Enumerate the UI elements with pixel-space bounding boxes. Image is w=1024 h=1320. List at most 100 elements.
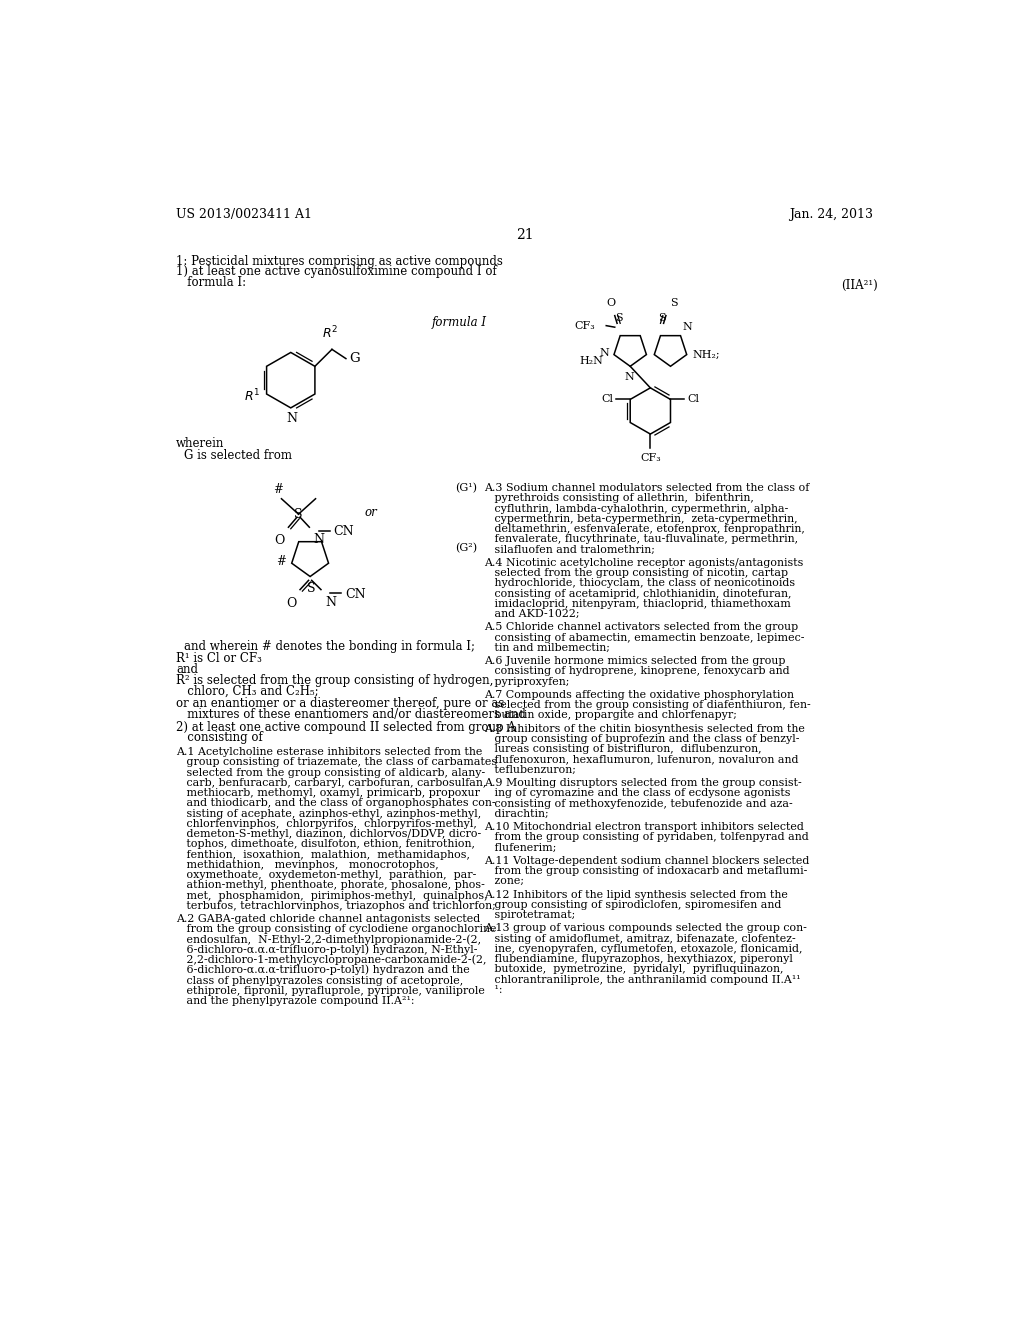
Text: carb, benfuracarb, carbaryl, carbofuran, carbosulfan,: carb, benfuracarb, carbaryl, carbofuran,…: [176, 777, 486, 788]
Text: chlorfenvinphos,  chlorpyrifos,  chlorpyrifos-methyl,: chlorfenvinphos, chlorpyrifos, chlorpyri…: [176, 818, 477, 829]
Text: and the phenylpyrazole compound II.A²¹:: and the phenylpyrazole compound II.A²¹:: [176, 997, 415, 1006]
Text: selected from the group consisting of nicotin, cartap: selected from the group consisting of ni…: [484, 568, 788, 578]
Text: CF₃: CF₃: [640, 453, 660, 463]
Text: A.5 Chloride channel activators selected from the group: A.5 Chloride channel activators selected…: [484, 622, 799, 632]
Text: Cl: Cl: [601, 395, 613, 404]
Text: S: S: [306, 582, 315, 595]
Text: consisting of acetamiprid, chlothianidin, dinotefuran,: consisting of acetamiprid, chlothianidin…: [484, 589, 792, 598]
Text: imidacloprid, nitenpyram, thiacloprid, thiamethoxam: imidacloprid, nitenpyram, thiacloprid, t…: [484, 599, 792, 609]
Text: A.9 Moulting disruptors selected from the group consist-: A.9 Moulting disruptors selected from th…: [484, 777, 802, 788]
Text: ¹:: ¹:: [484, 985, 503, 995]
Text: fenthion,  isoxathion,  malathion,  methamidaphos,: fenthion, isoxathion, malathion, methami…: [176, 850, 470, 859]
Text: 1) at least one active cyanosulfoximine compound I of: 1) at least one active cyanosulfoximine …: [176, 265, 497, 279]
Text: O: O: [287, 597, 297, 610]
Text: teflubenzuron;: teflubenzuron;: [484, 764, 577, 775]
Text: A.7 Compounds affecting the oxidative phosphorylation: A.7 Compounds affecting the oxidative ph…: [484, 690, 795, 700]
Text: selected from the group consisting of diafenthiuron, fen-: selected from the group consisting of di…: [484, 700, 811, 710]
Text: terbufos, tetrachlorvinphos, triazophos and trichlorfon;: terbufos, tetrachlorvinphos, triazophos …: [176, 900, 496, 911]
Text: group consisting of buprofezin and the class of benzyl-: group consisting of buprofezin and the c…: [484, 734, 800, 744]
Text: consisting of methoxyfenozide, tebufenozide and aza-: consisting of methoxyfenozide, tebufenoz…: [484, 799, 794, 809]
Text: flufenerim;: flufenerim;: [484, 842, 557, 853]
Text: Cl: Cl: [687, 395, 699, 404]
Text: chlorantraniliprole, the anthranilamid compound II.A¹¹: chlorantraniliprole, the anthranilamid c…: [484, 974, 801, 985]
Text: R¹ is Cl or CF₃: R¹ is Cl or CF₃: [176, 652, 262, 665]
Text: H₂N: H₂N: [580, 356, 603, 366]
Text: and AKD-1022;: and AKD-1022;: [484, 609, 580, 619]
Text: A.4 Nicotinic acetylcholine receptor agonists/antagonists: A.4 Nicotinic acetylcholine receptor ago…: [484, 558, 804, 568]
Text: S: S: [294, 508, 303, 520]
Text: A.6 Juvenile hormone mimics selected from the group: A.6 Juvenile hormone mimics selected fro…: [484, 656, 785, 667]
Text: 2,2-dichloro-1-methylcyclopropane-carboxamide-2-(2,: 2,2-dichloro-1-methylcyclopropane-carbox…: [176, 954, 486, 965]
Text: (IIA²¹): (IIA²¹): [842, 280, 879, 292]
Text: tin and milbemectin;: tin and milbemectin;: [484, 643, 610, 653]
Text: chloro, CH₃ and C₂H₅;: chloro, CH₃ and C₂H₅;: [176, 685, 318, 698]
Text: sisting of acephate, azinphos-ethyl, azinphos-methyl,: sisting of acephate, azinphos-ethyl, azi…: [176, 809, 481, 818]
Text: hydrochloride, thiocyclam, the class of neonicotinoids: hydrochloride, thiocyclam, the class of …: [484, 578, 796, 589]
Text: Jan. 24, 2013: Jan. 24, 2013: [790, 209, 873, 222]
Text: N: N: [682, 322, 692, 331]
Text: zone;: zone;: [484, 876, 524, 886]
Text: from the group consisting of pyridaben, tolfenpyrad and: from the group consisting of pyridaben, …: [484, 833, 809, 842]
Text: G is selected from: G is selected from: [183, 449, 292, 462]
Text: CN: CN: [345, 587, 366, 601]
Text: or: or: [365, 507, 377, 520]
Text: A.11 Voltage-dependent sodium channel blockers selected: A.11 Voltage-dependent sodium channel bl…: [484, 855, 810, 866]
Text: demeton-S-methyl, diazinon, dichlorvos/DDVP, dicro-: demeton-S-methyl, diazinon, dichlorvos/D…: [176, 829, 481, 840]
Text: athion-methyl, phenthoate, phorate, phosalone, phos-: athion-methyl, phenthoate, phorate, phos…: [176, 880, 485, 890]
Text: ing of cyromazine and the class of ecdysone agonists: ing of cyromazine and the class of ecdys…: [484, 788, 791, 799]
Text: group consisting of spirodiclofen, spiromesifen and: group consisting of spirodiclofen, spiro…: [484, 900, 782, 909]
Text: 21: 21: [516, 228, 534, 243]
Text: endosulfan,  N-Ethyl-2,2-dimethylpropionamide-2-(2,: endosulfan, N-Ethyl-2,2-dimethylpropiona…: [176, 935, 481, 945]
Text: A.2 GABA-gated chloride channel antagonists selected: A.2 GABA-gated chloride channel antagoni…: [176, 913, 480, 924]
Text: and wherein # denotes the bonding in formula I;: and wherein # denotes the bonding in for…: [183, 640, 475, 652]
Text: and: and: [176, 663, 198, 676]
Text: wherein: wherein: [176, 437, 224, 450]
Text: S: S: [658, 313, 666, 323]
Text: A.8 Inhibitors of the chitin biosynthesis selected from the: A.8 Inhibitors of the chitin biosynthesi…: [484, 723, 805, 734]
Text: $R^1$: $R^1$: [244, 387, 260, 404]
Text: silafluofen and tralomethrin;: silafluofen and tralomethrin;: [484, 544, 655, 554]
Text: mixtures of these enantiomers and/or diastereomers and: mixtures of these enantiomers and/or dia…: [176, 709, 526, 721]
Text: consisting of: consisting of: [176, 731, 263, 744]
Text: A.12 Inhibitors of the lipid synthesis selected from the: A.12 Inhibitors of the lipid synthesis s…: [484, 890, 788, 900]
Text: flufenoxuron, hexaflumuron, lufenuron, novaluron and: flufenoxuron, hexaflumuron, lufenuron, n…: [484, 755, 799, 764]
Text: A.13 group of various compounds selected the group con-: A.13 group of various compounds selected…: [484, 924, 807, 933]
Text: spirotetramat;: spirotetramat;: [484, 911, 575, 920]
Text: N: N: [286, 412, 297, 425]
Text: sisting of amidoflumet, amitraz, bifenazate, clofentez-: sisting of amidoflumet, amitraz, bifenaz…: [484, 933, 797, 944]
Text: CF₃: CF₃: [574, 321, 595, 330]
Text: A.3 Sodium channel modulators selected from the class of: A.3 Sodium channel modulators selected f…: [484, 483, 810, 494]
Text: cypermethrin, beta-cypermethrin,  zeta-cypermethrin,: cypermethrin, beta-cypermethrin, zeta-cy…: [484, 513, 798, 524]
Text: from the group consisting of indoxacarb and metaflumi-: from the group consisting of indoxacarb …: [484, 866, 808, 876]
Text: $R^2$: $R^2$: [323, 325, 339, 342]
Text: N: N: [313, 533, 325, 546]
Text: deltamethrin, esfenvalerate, etofenprox, fenpropathrin,: deltamethrin, esfenvalerate, etofenprox,…: [484, 524, 805, 535]
Text: N: N: [625, 372, 634, 381]
Text: #: #: [275, 556, 286, 568]
Text: pyriproxyfen;: pyriproxyfen;: [484, 677, 570, 686]
Text: or an enantiomer or a diastereomer thereof, pure or as: or an enantiomer or a diastereomer there…: [176, 697, 505, 710]
Text: formula I:: formula I:: [176, 276, 246, 289]
Text: ine, cyenopyrafen, cyflumetofen, etoxazole, flonicamid,: ine, cyenopyrafen, cyflumetofen, etoxazo…: [484, 944, 803, 954]
Text: consisting of hydroprene, kinoprene, fenoxycarb and: consisting of hydroprene, kinoprene, fen…: [484, 667, 791, 676]
Text: S: S: [670, 298, 678, 308]
Text: cyfluthrin, lambda-cyhalothrin, cypermethrin, alpha-: cyfluthrin, lambda-cyhalothrin, cypermet…: [484, 503, 788, 513]
Text: group consisting of triazemate, the class of carbamates: group consisting of triazemate, the clas…: [176, 758, 498, 767]
Text: butoxide,  pymetrozine,  pyridalyl,  pyrifluquinazon,: butoxide, pymetrozine, pyridalyl, pyrifl…: [484, 965, 784, 974]
Text: O: O: [274, 535, 285, 548]
Text: CN: CN: [334, 525, 354, 539]
Text: (G¹): (G¹): [455, 483, 477, 494]
Text: tophos, dimethoate, disulfoton, ethion, fenitrothion,: tophos, dimethoate, disulfoton, ethion, …: [176, 840, 475, 849]
Text: ethiprole, fipronil, pyrafluprole, pyriprole, vaniliprole: ethiprole, fipronil, pyrafluprole, pyrip…: [176, 986, 485, 995]
Text: oxymethoate,  oxydemeton-methyl,  parathion,  par-: oxymethoate, oxydemeton-methyl, parathio…: [176, 870, 476, 880]
Text: (G²): (G²): [455, 543, 477, 553]
Text: methidathion,   mevinphos,   monocrotophos,: methidathion, mevinphos, monocrotophos,: [176, 859, 439, 870]
Text: 2) at least one active compound II selected from group A: 2) at least one active compound II selec…: [176, 721, 516, 734]
Text: 1: Pesticidal mixtures comprising as active compounds: 1: Pesticidal mixtures comprising as act…: [176, 255, 503, 268]
Text: formula I: formula I: [432, 317, 486, 329]
Text: butatin oxide, propargite and chlorfenapyr;: butatin oxide, propargite and chlorfenap…: [484, 710, 737, 721]
Text: G: G: [349, 352, 359, 366]
Text: N: N: [600, 348, 609, 358]
Text: and thiodicarb, and the class of organophosphates con-: and thiodicarb, and the class of organop…: [176, 799, 496, 808]
Text: A.10 Mitochondrial electron transport inhibitors selected: A.10 Mitochondrial electron transport in…: [484, 822, 805, 832]
